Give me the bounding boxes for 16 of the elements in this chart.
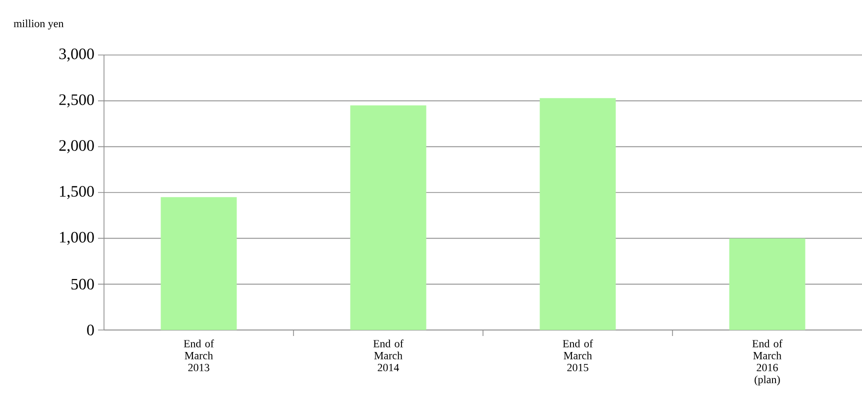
y-tick-label: 1,000 (60, 232, 94, 245)
y-tick-label: 2,000 (59, 140, 94, 154)
bar (729, 238, 806, 330)
x-tick-label: End of March 2015 (562, 340, 593, 372)
x-tick-label: End of March 2014 (373, 340, 404, 372)
y-tick-label: 500 (71, 278, 94, 290)
bar (350, 105, 426, 330)
x-tick-label: End of March 2016 (plan) (752, 340, 782, 386)
y-tick-label: 0 (87, 324, 94, 336)
y-tick-label: 2,500 (59, 94, 94, 108)
x-tick-label: End of March 2013 (184, 340, 214, 372)
bar (160, 197, 237, 330)
y-axis-title: million yen (14, 20, 64, 30)
y-tick-label: 1,500 (60, 186, 94, 200)
bar (540, 98, 616, 330)
y-tick-label: 3,000 (59, 48, 94, 62)
